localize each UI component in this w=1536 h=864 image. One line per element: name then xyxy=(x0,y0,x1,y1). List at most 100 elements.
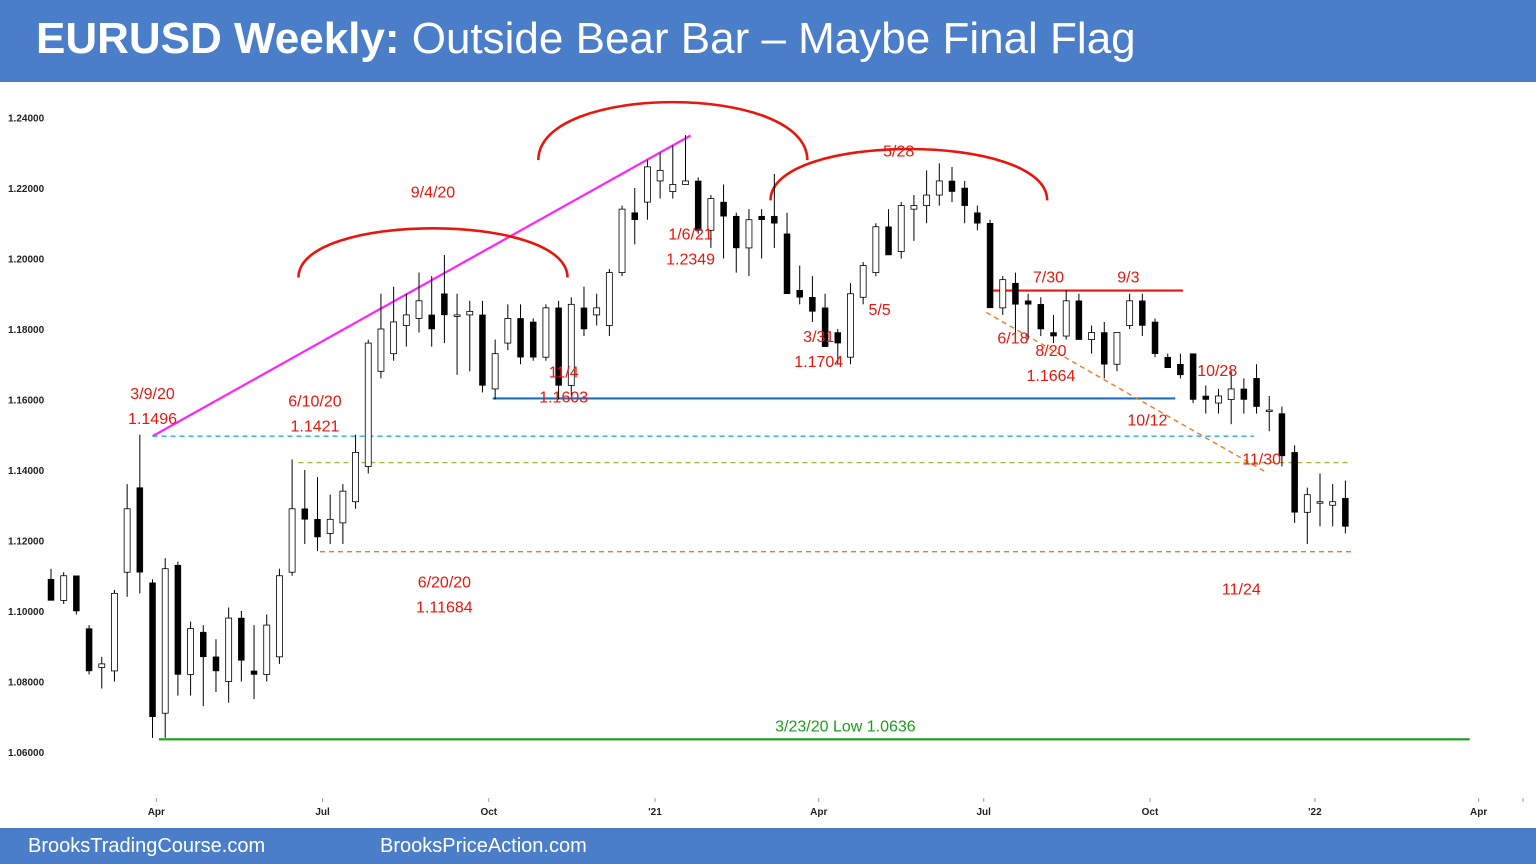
candle xyxy=(352,434,359,509)
candle-body xyxy=(733,215,740,249)
candle xyxy=(187,621,194,696)
candle-body xyxy=(479,314,486,386)
candle xyxy=(859,262,867,305)
candle-body xyxy=(1012,282,1019,305)
candle-body xyxy=(555,307,562,386)
annotation-label: 11/4 xyxy=(549,364,579,381)
candle-body xyxy=(593,307,601,316)
candle-body xyxy=(453,314,461,317)
candle xyxy=(390,286,398,361)
candle xyxy=(428,276,435,347)
candle-body xyxy=(542,307,550,358)
annotation-label: 1.1603 xyxy=(539,389,588,406)
candle-body xyxy=(821,307,829,347)
candle-body xyxy=(834,332,842,344)
candle xyxy=(225,607,233,703)
candle xyxy=(1278,406,1286,467)
candle xyxy=(593,293,601,326)
candle-body xyxy=(200,631,207,658)
candle xyxy=(364,339,372,474)
footer-left-link[interactable]: BrooksTradingCourse.com xyxy=(28,835,266,857)
candle-body xyxy=(263,624,271,675)
candle xyxy=(885,209,892,256)
annotation-label: 10/28 xyxy=(1197,363,1237,380)
candle-body xyxy=(301,508,309,520)
annotation-label: 1.11684 xyxy=(416,600,473,617)
candle-body xyxy=(1189,353,1197,400)
candle-body xyxy=(352,451,359,503)
candle-body xyxy=(999,279,1007,309)
candle xyxy=(1215,388,1222,414)
candle-body xyxy=(326,518,334,534)
top-arc-5-28 xyxy=(769,147,1049,201)
candle-body xyxy=(707,198,715,231)
y-tick-label: 1.06000 xyxy=(8,748,45,759)
candle xyxy=(1164,353,1171,369)
title-subtitle: Outside Bear Bar – Maybe Final Flag xyxy=(399,14,1136,63)
candle-body xyxy=(428,314,435,330)
candle xyxy=(631,188,638,245)
title-bar: EURUSD Weekly: Outside Bear Bar – Maybe … xyxy=(0,0,1536,82)
candle xyxy=(504,304,512,351)
annotation-label: 1.1664 xyxy=(1027,368,1076,385)
candle-body xyxy=(149,582,156,717)
candle xyxy=(1024,293,1032,340)
candle xyxy=(60,572,68,604)
candle xyxy=(656,152,664,199)
candle-body xyxy=(1215,395,1222,404)
price-chart: 1.24000 1.22000 1.20000 1.18000 1.16000 1.140… xyxy=(8,100,1524,818)
candle xyxy=(1113,332,1121,372)
candle-body xyxy=(910,205,918,210)
y-tick-label: 1.12000 xyxy=(8,537,45,548)
candle-body xyxy=(809,297,816,312)
candle xyxy=(745,209,753,277)
annotation-label: 1.1496 xyxy=(128,411,177,428)
candle-body xyxy=(1278,413,1286,457)
candle-body xyxy=(225,617,233,682)
candle xyxy=(935,163,943,206)
candle xyxy=(263,614,271,682)
candle-body xyxy=(1151,321,1159,354)
annotation-label: 11/30 xyxy=(1242,451,1281,468)
candle-body xyxy=(415,300,423,319)
candle xyxy=(123,484,131,597)
y-tick-label: 1.08000 xyxy=(8,678,45,689)
y-tick-label: 1.22000 xyxy=(8,184,45,195)
candle xyxy=(1202,385,1210,414)
annotation-label: 8/20 xyxy=(1035,343,1066,360)
candle xyxy=(98,656,106,689)
candle xyxy=(910,195,918,241)
annotation-label: 5/5 xyxy=(869,302,891,319)
candle-body xyxy=(339,490,347,524)
x-axis: Apr Jul Oct '21 Apr Jul Oct '22 Apr xyxy=(148,798,1524,818)
candle-body xyxy=(73,575,80,612)
candle xyxy=(517,304,524,365)
candle xyxy=(618,205,626,277)
candle-body xyxy=(605,272,613,326)
candle xyxy=(301,470,309,545)
candle-body xyxy=(567,303,575,386)
candle-body xyxy=(847,293,854,358)
candle xyxy=(821,293,829,347)
candle-body xyxy=(276,575,283,658)
candle xyxy=(644,159,651,220)
candle xyxy=(1265,395,1273,432)
candle xyxy=(733,212,740,273)
candle-body xyxy=(517,318,524,358)
candle-body xyxy=(364,342,372,467)
candle-body xyxy=(1177,364,1184,376)
candle xyxy=(1253,364,1260,414)
candle xyxy=(402,293,410,347)
y-tick-label: 1.20000 xyxy=(8,255,45,266)
candle xyxy=(85,625,93,675)
candle xyxy=(555,300,562,400)
candle-body xyxy=(1126,300,1134,326)
candle-body xyxy=(1037,304,1045,330)
candle xyxy=(1126,293,1134,329)
candle-body xyxy=(314,519,321,538)
candle xyxy=(441,254,448,344)
annotation-lines xyxy=(151,134,1470,741)
candle-body xyxy=(390,321,398,355)
footer-right-link[interactable]: BrooksPriceAction.com xyxy=(380,835,587,857)
annotation-label: 1.2349 xyxy=(666,251,715,268)
